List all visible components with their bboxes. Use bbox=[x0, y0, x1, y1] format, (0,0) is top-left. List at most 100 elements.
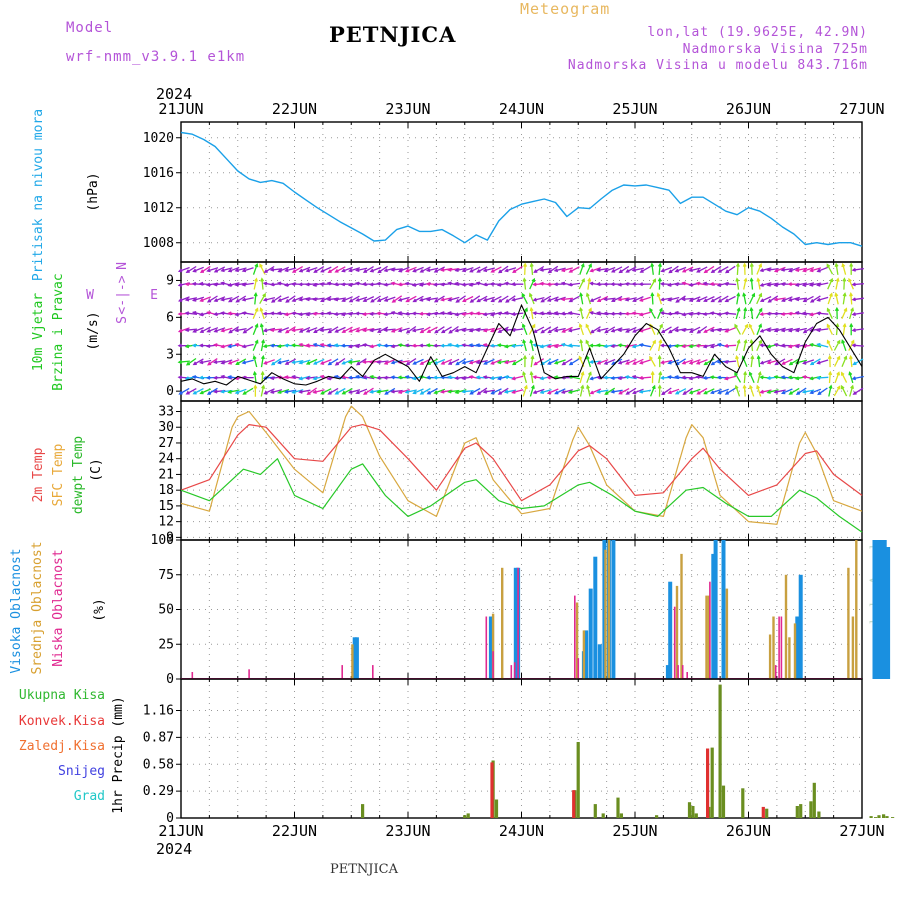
wind-arrow bbox=[657, 277, 662, 290]
wind-arrow bbox=[483, 358, 495, 365]
wind-arrow bbox=[522, 277, 527, 290]
wind-arrow bbox=[306, 387, 317, 396]
wind-arrow bbox=[696, 266, 708, 273]
wind-arrow bbox=[618, 265, 630, 274]
wind-arrow bbox=[827, 292, 833, 305]
wind-arrow bbox=[604, 387, 616, 395]
cloud-bar bbox=[879, 540, 884, 679]
wind-arrow bbox=[625, 358, 637, 365]
compass-n: N bbox=[115, 262, 130, 270]
wind-arrow bbox=[511, 296, 524, 302]
precip-bar bbox=[572, 790, 576, 818]
wind-arrow bbox=[578, 323, 585, 336]
wind-arrow bbox=[585, 263, 592, 275]
wind-arrow bbox=[816, 328, 829, 333]
wind-arrow bbox=[192, 266, 204, 273]
wind-arrow bbox=[482, 389, 496, 394]
wind-arrow bbox=[490, 295, 502, 303]
wind-arrow bbox=[848, 339, 855, 351]
wind-arrow bbox=[816, 282, 829, 287]
wind-arrow bbox=[412, 388, 424, 395]
wind-arrow bbox=[741, 323, 749, 335]
wind-arrow bbox=[320, 388, 332, 395]
wind-arrow bbox=[252, 323, 259, 336]
wind-arrow bbox=[661, 387, 672, 396]
wind-arrow bbox=[710, 265, 722, 274]
wind-arrow bbox=[851, 375, 864, 381]
wind-arrow bbox=[749, 262, 754, 275]
wind-arrow bbox=[585, 307, 592, 319]
wind-arrow bbox=[848, 307, 855, 320]
wind-arrow bbox=[253, 384, 258, 397]
y-tick-label: 3 bbox=[166, 347, 174, 362]
wind-arrow bbox=[579, 292, 584, 305]
wind-arrow bbox=[235, 295, 247, 303]
wind-arrow bbox=[589, 296, 602, 303]
wind-arrow bbox=[703, 388, 715, 395]
wind-arrow bbox=[840, 384, 848, 397]
cloud-bar bbox=[778, 616, 780, 679]
wind-arrow bbox=[809, 388, 822, 395]
date-label-top: 24JUN bbox=[499, 100, 544, 118]
wind-arrow bbox=[404, 389, 417, 394]
precip-bar bbox=[655, 815, 659, 818]
wind-arrow bbox=[816, 342, 829, 348]
wind-arrow bbox=[320, 266, 332, 273]
wind-arrow bbox=[560, 297, 573, 302]
wind-arrow bbox=[748, 384, 755, 397]
wind-arrow bbox=[842, 292, 847, 305]
wind-arrow bbox=[235, 358, 247, 365]
wind-arrow bbox=[469, 295, 481, 303]
wind-arrow bbox=[397, 327, 410, 333]
date-label-top: 22JUN bbox=[272, 100, 317, 118]
wind-arrow bbox=[529, 338, 534, 352]
panel-frame bbox=[180, 121, 863, 263]
cloud-bar bbox=[513, 662, 516, 679]
wind-arrow bbox=[341, 388, 353, 395]
wind-arrow bbox=[234, 388, 247, 395]
wind-arrow bbox=[735, 338, 741, 352]
cloud-bar bbox=[491, 613, 495, 679]
wind-arrow bbox=[412, 295, 424, 303]
wind-arrow bbox=[756, 384, 762, 397]
wind-arrow bbox=[826, 307, 833, 319]
wind-arrow bbox=[639, 266, 651, 273]
wind-arrow bbox=[469, 266, 481, 273]
wind-arrow bbox=[688, 388, 701, 395]
precip-bar bbox=[877, 815, 881, 818]
wind-speed-line bbox=[180, 304, 863, 386]
precip-bar bbox=[765, 808, 769, 818]
wind-arrow bbox=[603, 297, 616, 302]
wind-arrow bbox=[750, 354, 755, 368]
wind-arrow bbox=[596, 389, 609, 394]
wind-arrow bbox=[688, 296, 701, 302]
wind-arrow bbox=[795, 387, 807, 395]
wind-arrow bbox=[852, 358, 864, 366]
y-tick-label: 25 bbox=[158, 637, 174, 652]
wind-arrow bbox=[206, 295, 218, 303]
wind-arrow bbox=[610, 295, 623, 303]
y-tick-label: 6 bbox=[166, 310, 174, 325]
date-label-bottom: 27JUN bbox=[839, 822, 884, 840]
wind-arrow bbox=[220, 267, 233, 273]
precip-bar bbox=[718, 684, 722, 818]
wind-arrow bbox=[228, 326, 240, 334]
cloud-bar bbox=[611, 540, 616, 679]
panel-precip: 0 0.29 0.58 0.87 1.16 bbox=[143, 678, 895, 826]
cloud-bar bbox=[582, 630, 586, 679]
ylabel-cloud-1: Visoka Oblacnost bbox=[9, 548, 24, 673]
wind-arrow bbox=[773, 297, 786, 302]
wind-arrow bbox=[788, 358, 800, 366]
wind-arrow bbox=[848, 277, 854, 290]
wind-arrow bbox=[383, 358, 396, 365]
wind-arrow bbox=[681, 359, 694, 365]
precip-bar bbox=[466, 813, 470, 818]
wind-arrow bbox=[475, 359, 488, 365]
wind-arrow bbox=[476, 266, 488, 273]
wind-arrow bbox=[263, 388, 275, 395]
wind-arrow bbox=[639, 327, 651, 333]
wind-arrow bbox=[269, 327, 283, 333]
wind-arrow bbox=[554, 388, 566, 395]
wind-arrow bbox=[510, 327, 524, 333]
wind-arrow bbox=[650, 262, 655, 275]
